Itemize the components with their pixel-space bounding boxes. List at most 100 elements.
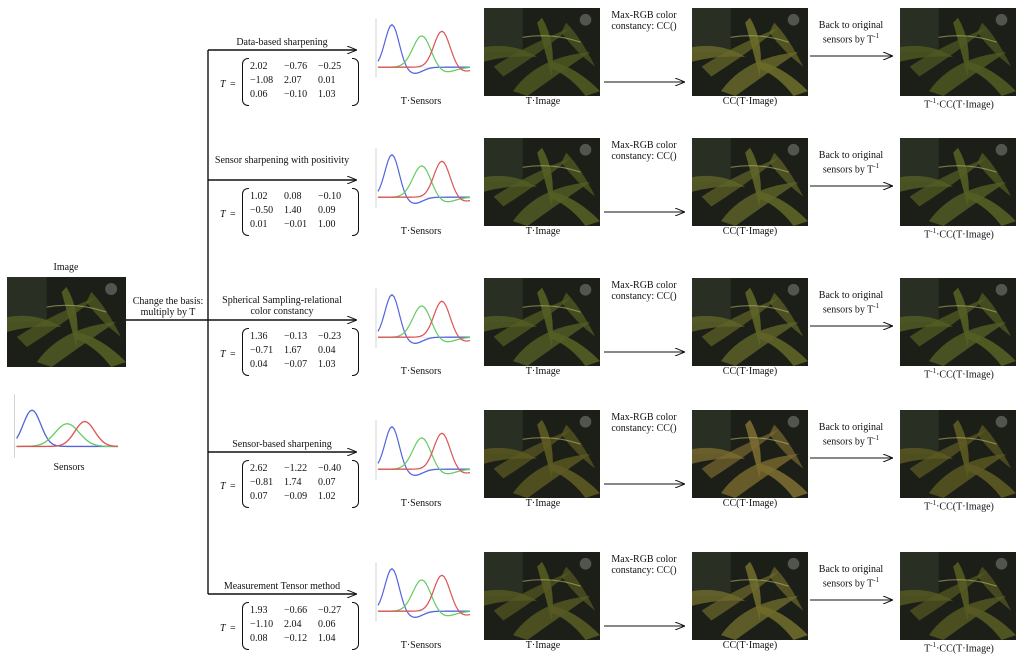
row-2-back-sup: -1 — [873, 162, 880, 170]
row-2-cc-label: Max-RGB color constancy: CC() — [611, 140, 677, 162]
row-2-matrix-cell-1-2: 0.08 — [284, 191, 302, 202]
row-3-matrix-cell-1-1: 1.36 — [250, 331, 268, 342]
row-2-final-pre: T — [924, 229, 931, 241]
row-3-final-image — [900, 278, 1016, 366]
row-1-back-label: Back to original sensors by T-1 — [806, 20, 896, 45]
row-5-final-sup: -1 — [930, 641, 937, 649]
row-3-matrix-cell-2-3: 0.04 — [318, 345, 336, 356]
row-4-method-label: Sensor-based sharpening — [232, 439, 332, 450]
row-5-final-image-photo — [900, 552, 1016, 640]
row-4-matrix-eq: = — [230, 481, 236, 492]
row-4-matrix-cell-1-2: −1.22 — [284, 463, 308, 474]
row-4-back-label: Back to original sensors by T-1 — [806, 422, 896, 447]
row-4-final-sup: -1 — [930, 499, 937, 507]
row-1-final-label: T-1·CC(T·Image) — [914, 96, 1004, 110]
row-5-t-sensors-curves — [375, 562, 471, 622]
row-4-matrix-cell-2-3: 0.07 — [318, 477, 336, 488]
input-image — [7, 277, 126, 367]
row-2-t-image-label: T·Image — [525, 226, 561, 237]
row-4-matrix-cell-2-2: 1.74 — [284, 477, 302, 488]
row-2-matrix-cell-2-1: −0.50 — [250, 205, 274, 216]
row-1-method-label: Data-based sharpening — [236, 37, 328, 48]
row-5-t-image-photo — [484, 552, 600, 640]
row-1-matrix-cell-3-1: 0.06 — [250, 89, 268, 100]
row-4-final-pre: T — [924, 501, 931, 513]
row-3-matrix-cell-3-3: 1.03 — [318, 359, 336, 370]
row-5-matrix-cell-1-3: −0.27 — [318, 605, 342, 616]
row-4-matrix-cell-1-1: 2.62 — [250, 463, 268, 474]
row-2-final-sup: -1 — [930, 227, 937, 235]
row-3-t-image-photo — [484, 278, 600, 366]
change-basis-label: Change the basis: multiply by T — [132, 296, 204, 318]
row-5-matrix-cell-2-3: 0.06 — [318, 619, 336, 630]
row-5-matrix: T = 1.93 −0.66 −0.27 −1.10 2.04 0.06 0.08 −0.12 1.… — [220, 602, 360, 650]
row-1-matrix-cell-3-3: 1.03 — [318, 89, 336, 100]
row-3-cc-image-photo — [692, 278, 808, 366]
row-2-t-sensors-label: T·Sensors — [400, 226, 442, 237]
row-4-matrix-cell-3-3: 1.02 — [318, 491, 336, 502]
row-1-matrix-cell-1-1: 2.02 — [250, 61, 268, 72]
row-3-matrix-eq: = — [230, 349, 236, 360]
row-4-matrix-cell-1-3: −0.40 — [318, 463, 342, 474]
row-3-final-pre: T — [924, 369, 931, 381]
row-1-final-sup: -1 — [930, 97, 937, 105]
row-5-method-label: Measurement Tensor method — [223, 581, 341, 592]
row-5-matrix-symbol: T — [220, 623, 226, 634]
row-2-cc-image — [692, 138, 808, 226]
row-1-cc-label: Max-RGB color constancy: CC() — [611, 10, 677, 32]
row-1-back-sup: -1 — [873, 32, 880, 40]
row-5-matrix-cell-1-1: 1.93 — [250, 605, 268, 616]
row-4-final-post: ·CC(T·Image) — [936, 501, 994, 513]
row-1-cc-image — [692, 8, 808, 96]
row-5-matrix-eq: = — [230, 623, 236, 634]
row-1-matrix: T = 2.02 −0.76 −0.25 −1.08 2.07 0.01 0.06 −0.10 1.… — [220, 58, 360, 106]
row-3-matrix-cell-3-1: 0.04 — [250, 359, 268, 370]
row-1-final-image — [900, 8, 1016, 96]
row-2-matrix-cell-2-2: 1.40 — [284, 205, 302, 216]
row-1-final-post: ·CC(T·Image) — [936, 99, 994, 111]
row-3-back-label: Back to original sensors by T-1 — [806, 290, 896, 315]
row-1-matrix-bracket-left — [242, 58, 249, 106]
row-3-cc-label: Max-RGB color constancy: CC() — [611, 280, 677, 302]
row-3-method-label: Spherical Sampling-relational color cons… — [222, 295, 342, 317]
row-2-matrix-cell-3-3: 1.00 — [318, 219, 336, 230]
row-1-t-image — [484, 8, 600, 96]
row-5-matrix-cell-2-1: −1.10 — [250, 619, 274, 630]
row-5-matrix-bracket-left — [242, 602, 249, 650]
row-5-final-post: ·CC(T·Image) — [936, 643, 994, 655]
row-3-matrix-bracket-left — [242, 328, 249, 376]
row-5-matrix-cell-2-2: 2.04 — [284, 619, 302, 630]
row-2-final-label: T-1·CC(T·Image) — [914, 226, 1004, 240]
row-2-t-sensors-curves — [375, 148, 471, 208]
row-2-matrix-cell-1-3: −0.10 — [318, 191, 342, 202]
row-4-matrix-bracket-left — [242, 460, 249, 508]
row-4-t-image-photo — [484, 410, 600, 498]
row-5-matrix-cell-3-2: −0.12 — [284, 633, 308, 644]
row-5-t-sensors-plot — [372, 560, 472, 624]
row-5-cc-image-photo — [692, 552, 808, 640]
row-1-matrix-cell-1-3: −0.25 — [318, 61, 342, 72]
row-5-back-sup: -1 — [873, 576, 880, 584]
row-2-final-image-photo — [900, 138, 1016, 226]
row-3-matrix-cell-1-3: −0.23 — [318, 331, 342, 342]
row-2-final-post: ·CC(T·Image) — [936, 229, 994, 241]
row-4-t-image — [484, 410, 600, 498]
row-1-matrix-cell-2-1: −1.08 — [250, 75, 274, 86]
input-image-label: Image — [53, 262, 79, 273]
row-2-t-image-photo — [484, 138, 600, 226]
row-1-t-image-photo — [484, 8, 600, 96]
row-4-final-image-photo — [900, 410, 1016, 498]
row-3-back-text: Back to original sensors by T — [818, 290, 884, 316]
row-4-t-sensors-label: T·Sensors — [400, 498, 442, 509]
row-4-matrix-cell-2-1: −0.81 — [250, 477, 274, 488]
row-3-matrix-cell-2-2: 1.67 — [284, 345, 302, 356]
row-2-matrix-cell-2-3: 0.09 — [318, 205, 336, 216]
row-1-final-image-photo — [900, 8, 1016, 96]
row-5-t-image — [484, 552, 600, 640]
row-2-method-label: Sensor sharpening with positivity — [214, 155, 350, 166]
row-5-matrix-cell-1-2: −0.66 — [284, 605, 308, 616]
row-5-final-pre: T — [924, 643, 931, 655]
row-2-matrix-symbol: T — [220, 209, 226, 220]
row-1-t-sensors-curves — [375, 18, 471, 78]
row-1-back-text: Back to original sensors by T — [818, 20, 884, 46]
